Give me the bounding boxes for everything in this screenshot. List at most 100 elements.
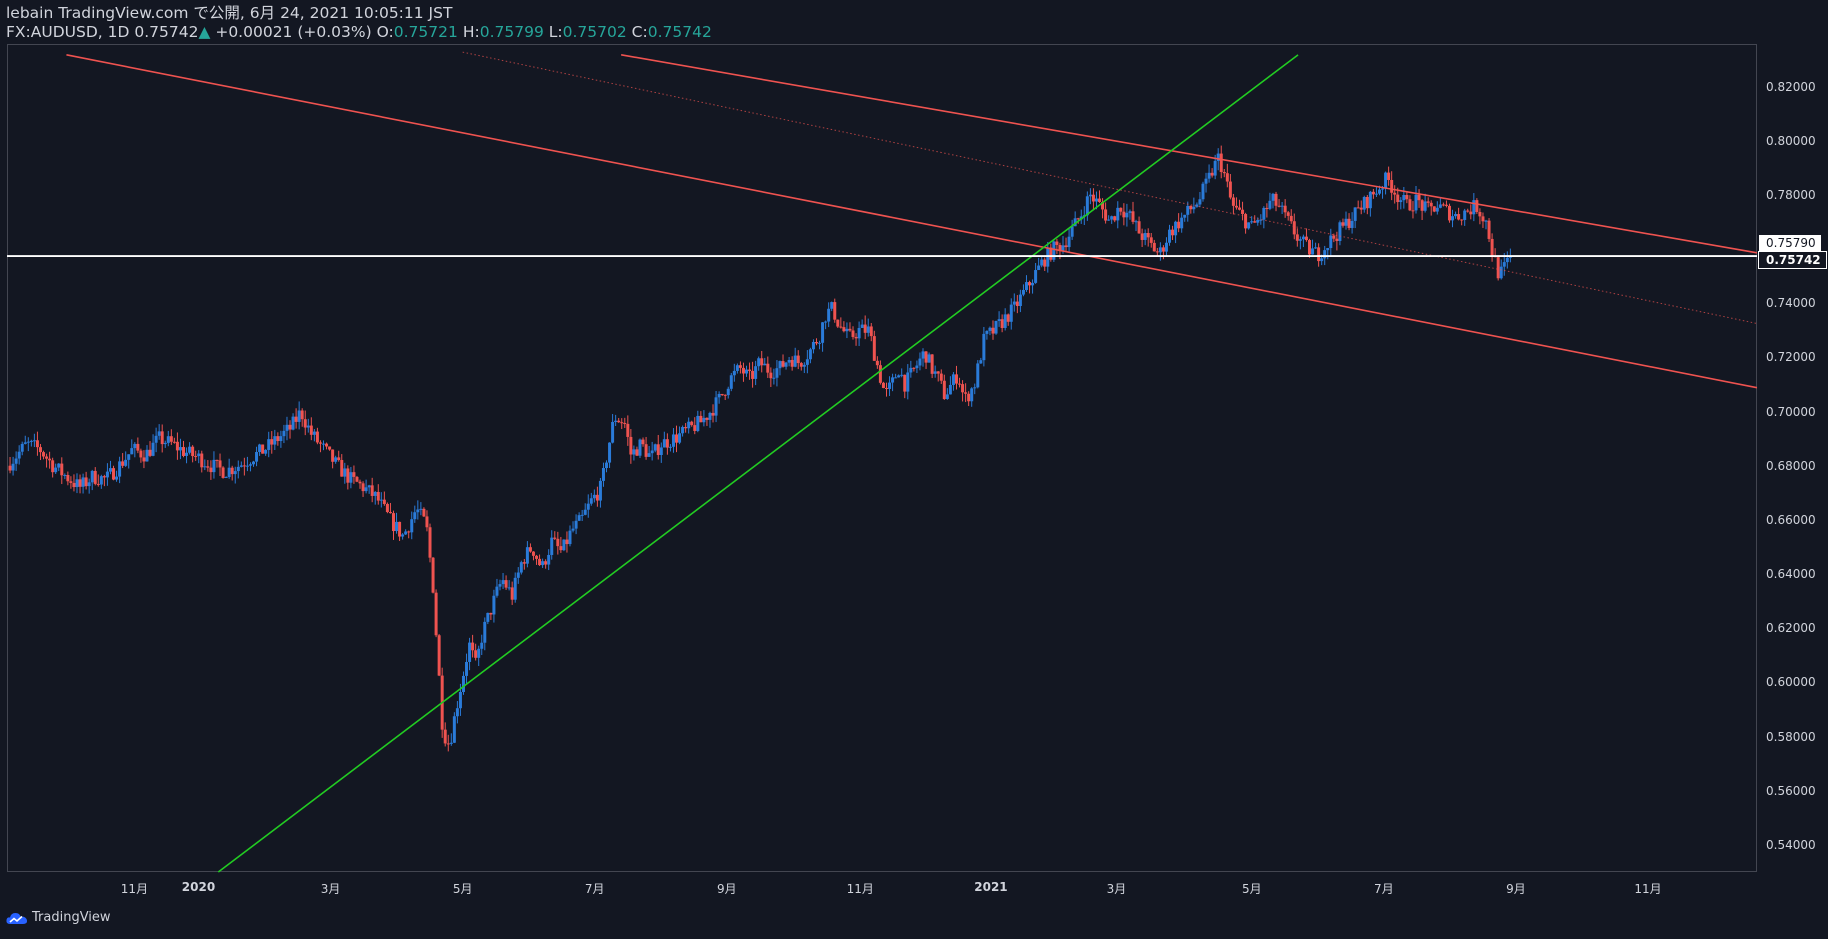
- candle-up: [1329, 235, 1333, 249]
- candle-down: [936, 371, 940, 374]
- candle-up: [827, 308, 831, 322]
- candle-down: [446, 743, 450, 745]
- candle-down: [431, 557, 435, 593]
- candle-up: [419, 508, 423, 510]
- candle-down: [1161, 247, 1165, 252]
- candle-up: [1402, 195, 1406, 201]
- candle-up: [1314, 247, 1318, 249]
- candle-up: [1012, 301, 1016, 305]
- candle-down: [629, 436, 633, 455]
- x-tick-label: 11月: [1634, 882, 1662, 896]
- candle-up: [1107, 219, 1111, 221]
- candle-up: [525, 547, 529, 564]
- candle-down: [723, 394, 727, 396]
- candle-down: [182, 447, 186, 456]
- candle-up: [519, 562, 523, 573]
- candle-up: [1381, 188, 1385, 190]
- candle-down: [160, 431, 164, 445]
- candle-up: [793, 355, 797, 367]
- candle-up: [501, 580, 505, 585]
- candle-down: [1307, 240, 1311, 255]
- candle-down: [1335, 238, 1339, 241]
- candle-up: [802, 364, 806, 367]
- symbol-label[interactable]: FX:AUDUSD, 1D: [6, 23, 130, 41]
- candle-down: [924, 351, 928, 363]
- candle-up: [239, 465, 243, 467]
- candle-down: [595, 494, 599, 501]
- drawings-group: [7, 51, 1758, 873]
- candle-down: [340, 460, 344, 477]
- candle-down: [991, 327, 995, 334]
- candle-down: [209, 467, 213, 473]
- channel-upper[interactable]: [621, 54, 1758, 254]
- candle-up: [1198, 199, 1202, 205]
- candle-up: [659, 447, 663, 456]
- candle-up: [163, 442, 167, 445]
- candle-up: [1435, 207, 1439, 212]
- candle-up: [1311, 248, 1315, 255]
- support-trendline[interactable]: [217, 54, 1299, 873]
- candle-up: [145, 449, 149, 462]
- candle-up: [1192, 206, 1196, 210]
- candle-up: [900, 374, 904, 376]
- candle-down: [656, 444, 660, 456]
- candle-down: [35, 440, 39, 448]
- candle-down: [1113, 216, 1117, 221]
- candle-down: [206, 466, 210, 468]
- candle-up: [1323, 250, 1327, 259]
- candle-up: [279, 436, 283, 442]
- candle-down: [790, 359, 794, 367]
- plot-area[interactable]: [7, 44, 1757, 872]
- candle-down: [1244, 214, 1248, 229]
- candle-up: [185, 452, 189, 456]
- candle-up: [1423, 201, 1427, 211]
- candle-up: [1034, 270, 1038, 283]
- candle-down: [939, 373, 943, 381]
- candle-up: [818, 342, 822, 344]
- candle-up: [452, 716, 456, 743]
- candle-down: [175, 441, 179, 451]
- candle-up: [1061, 245, 1065, 252]
- candle-up: [857, 327, 861, 339]
- candle-up: [1143, 233, 1147, 240]
- candle-down: [958, 383, 962, 385]
- candle-up: [732, 370, 736, 376]
- chart-header: lebain TradingView.com で公開, 6月 24, 2021 …: [6, 4, 712, 41]
- candle-down: [102, 476, 106, 478]
- candle-up: [687, 421, 691, 429]
- channel-lower[interactable]: [66, 54, 1758, 389]
- channel-midline[interactable]: [462, 51, 1758, 325]
- y-tick-label: 0.54000: [1766, 837, 1816, 852]
- candle-down: [1076, 218, 1080, 220]
- candle-up: [495, 586, 499, 596]
- candle-down: [799, 363, 803, 367]
- candle-up: [1046, 247, 1050, 267]
- candle-up: [586, 503, 590, 510]
- candle-up: [1320, 258, 1324, 262]
- candle-down: [878, 365, 882, 383]
- candle-down: [1228, 181, 1232, 198]
- candle-down: [215, 459, 219, 461]
- candle-up: [264, 449, 268, 454]
- candle-up: [662, 439, 666, 448]
- candle-down: [331, 449, 335, 462]
- candle-up: [1094, 198, 1098, 202]
- candle-down: [38, 447, 42, 453]
- candle-down: [1283, 205, 1287, 213]
- candle-up: [562, 539, 566, 551]
- tradingview-brand[interactable]: TradingView: [6, 910, 111, 925]
- candle-down: [1155, 251, 1159, 253]
- candle-up: [458, 691, 462, 709]
- candle-up: [1368, 191, 1372, 209]
- y-tick-label: 0.68000: [1766, 458, 1816, 473]
- candle-up: [297, 410, 301, 422]
- candle-down: [315, 431, 319, 443]
- candle-down: [617, 420, 621, 423]
- y-tick-label: 0.74000: [1766, 296, 1816, 311]
- candle-up: [87, 482, 91, 487]
- candle-up: [1195, 204, 1199, 207]
- candle-up: [54, 467, 58, 473]
- candle-up: [945, 394, 949, 400]
- candle-down: [741, 367, 745, 374]
